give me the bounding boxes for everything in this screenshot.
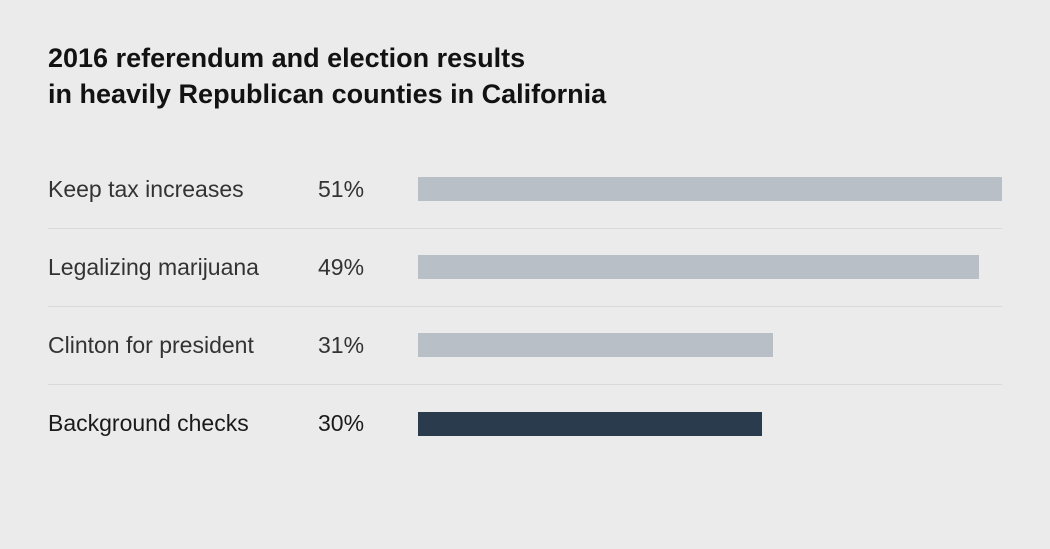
bar-chart: Keep tax increases51%Legalizing marijuan…: [48, 151, 1002, 463]
bar-fill: [418, 177, 1002, 201]
bar-row: Background checks30%: [48, 385, 1002, 463]
bar-fill: [418, 412, 762, 436]
bar-track: [418, 412, 1002, 436]
bar-label: Keep tax increases: [48, 176, 318, 203]
chart-title-line1: 2016 referendum and election results: [48, 43, 525, 73]
bar-track: [418, 255, 1002, 279]
bar-track: [418, 333, 1002, 357]
bar-fill: [418, 333, 773, 357]
bar-row: Clinton for president31%: [48, 307, 1002, 385]
bar-label: Legalizing marijuana: [48, 254, 318, 281]
bar-track: [418, 177, 1002, 201]
bar-row: Keep tax increases51%: [48, 151, 1002, 229]
chart-title-line2: in heavily Republican counties in Califo…: [48, 79, 606, 109]
bar-value: 30%: [318, 410, 418, 437]
bar-value: 49%: [318, 254, 418, 281]
bar-value: 31%: [318, 332, 418, 359]
chart-title: 2016 referendum and election results in …: [48, 40, 1002, 113]
bar-label: Clinton for president: [48, 332, 318, 359]
bar-value: 51%: [318, 176, 418, 203]
bar-row: Legalizing marijuana49%: [48, 229, 1002, 307]
bar-fill: [418, 255, 979, 279]
bar-label: Background checks: [48, 410, 318, 437]
